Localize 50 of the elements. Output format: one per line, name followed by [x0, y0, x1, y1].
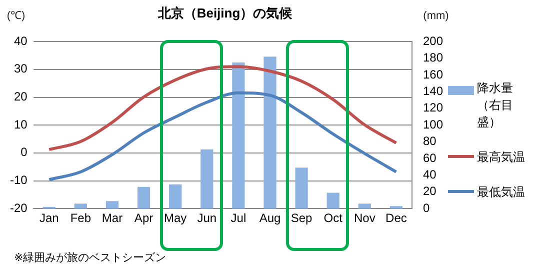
bar: [169, 184, 182, 209]
y2-tick-label: 60: [422, 150, 437, 165]
x-tick-label: Jan: [39, 211, 59, 226]
x-tick-label: Feb: [70, 211, 92, 226]
x-tick-label: Oct: [324, 211, 344, 226]
x-tick-label: Jul: [230, 211, 246, 226]
y-tick-label: 40: [14, 34, 28, 48]
line-series: [48, 91, 398, 182]
bar: [74, 204, 87, 209]
bar: [264, 56, 276, 209]
bar: [137, 186, 150, 209]
x-tick-label: Sep: [290, 211, 313, 226]
y2-tick-label: 140: [422, 84, 444, 98]
y2-tick-label: 120: [422, 100, 444, 115]
y-tick-label: 0: [20, 145, 28, 160]
y-tick-label: 20: [14, 90, 28, 104]
y2-tick-label: 40: [422, 168, 437, 182]
bar: [390, 206, 403, 209]
bar: [200, 149, 214, 209]
x-tick-label: Mar: [102, 211, 123, 226]
y2-tick-label: 200: [422, 34, 444, 48]
chart-title: 北京（Beijing）の気候: [156, 5, 294, 20]
y-tick-label: 10: [14, 117, 28, 132]
y2-tick-label: 20: [422, 184, 437, 198]
y-axis-title: (℃): [6, 10, 26, 22]
x-tick-label: Dec: [386, 211, 407, 226]
x-tick-label: Nov: [354, 211, 376, 226]
x-tick-label: Aug: [259, 211, 281, 226]
x-tick-label: May: [164, 211, 187, 226]
bar: [358, 204, 371, 209]
legend-label: 最低気温: [477, 184, 525, 201]
y2-tick-label: 80: [422, 134, 437, 148]
x-tick-label: Apr: [134, 211, 154, 226]
bar: [326, 192, 340, 209]
bar: [232, 62, 245, 209]
y2-tick-label: 0: [422, 200, 430, 215]
y-tick-label: 30: [14, 62, 28, 76]
line-series: [48, 65, 398, 152]
x-tick-label: Jun: [197, 211, 217, 226]
y2-axis-title: (mm): [423, 10, 449, 22]
y2-tick-label: 160: [422, 67, 444, 82]
legend-label: 最高気温: [477, 149, 525, 166]
y2-tick-label: 180: [422, 50, 444, 65]
y-tick-label: -10: [10, 173, 28, 188]
y-tick-label: -20: [10, 200, 28, 215]
y2-tick-label: 100: [422, 117, 444, 132]
bar: [106, 201, 119, 209]
legend-label: 降水量（右目盛）: [477, 80, 514, 131]
text: ※緑囲みが旅のベストシーズン: [14, 251, 166, 265]
bar: [295, 168, 308, 209]
